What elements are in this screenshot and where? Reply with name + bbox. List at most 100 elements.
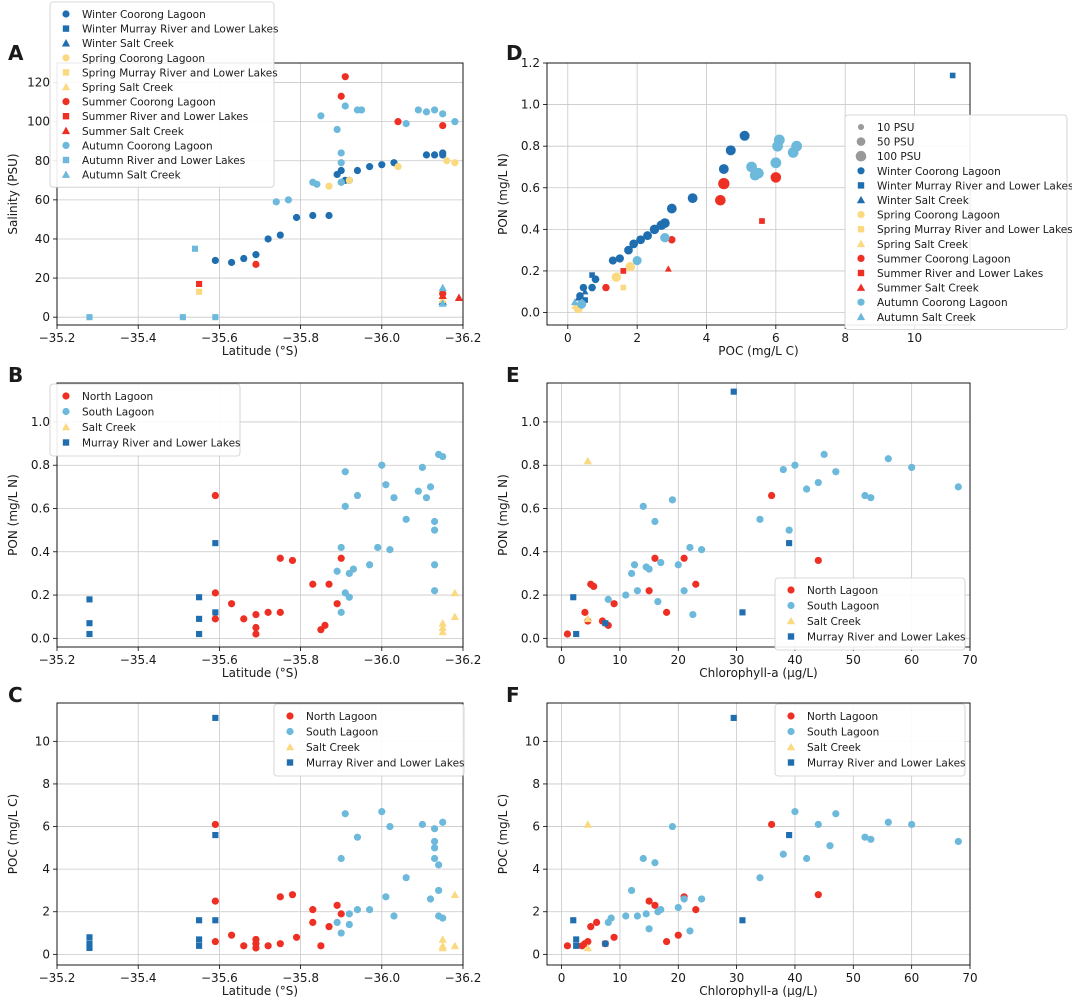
data-point bbox=[196, 630, 203, 638]
x-axis-label: Chlorophyll-a (µg/L) bbox=[699, 984, 818, 997]
legend-label: Summer Salt Creek bbox=[82, 126, 185, 138]
legend-label: Winter Coorong Lagoon bbox=[877, 166, 1001, 178]
data-point bbox=[227, 600, 236, 608]
data-point bbox=[563, 630, 572, 638]
data-point bbox=[211, 491, 219, 500]
data-point bbox=[786, 832, 793, 839]
data-point bbox=[770, 157, 782, 169]
data-point bbox=[680, 554, 688, 562]
data-point bbox=[86, 596, 93, 603]
data-point bbox=[325, 580, 333, 588]
data-point bbox=[435, 861, 443, 869]
data-point bbox=[439, 914, 447, 922]
data-point bbox=[337, 166, 345, 175]
data-point bbox=[212, 540, 219, 547]
x-tick-label: 50 bbox=[846, 971, 861, 985]
panel-e: E 0 10 20 30 40 50 60 70 0.0 0.2 0.4 0.6 0.8 1.0 Chloro… bbox=[496, 363, 978, 680]
legend-label: Spring Salt Creek bbox=[877, 239, 969, 251]
data-point bbox=[426, 895, 435, 903]
data-point bbox=[680, 895, 688, 903]
data-point bbox=[725, 145, 736, 156]
panel-label-a: A bbox=[8, 41, 24, 65]
data-point bbox=[321, 621, 329, 629]
data-point bbox=[629, 239, 639, 249]
y-tick-label: 0.8 bbox=[31, 458, 50, 472]
legend-marker bbox=[285, 742, 295, 751]
y-tick-label: 60 bbox=[35, 193, 50, 207]
legend: North Lagoon South Lagoon Salt Creek Murray… bbox=[273, 703, 465, 777]
data-point bbox=[337, 608, 345, 616]
legend-size-label: 50 PSU bbox=[877, 137, 914, 149]
data-point bbox=[450, 612, 460, 621]
data-point bbox=[628, 886, 636, 895]
legend: North Lagoon South Lagoon Salt Creek Murray… bbox=[774, 577, 966, 651]
data-point bbox=[438, 619, 447, 627]
data-point bbox=[292, 933, 301, 941]
x-tick-label: 40 bbox=[787, 971, 802, 985]
data-point bbox=[276, 608, 284, 616]
data-point bbox=[698, 546, 706, 554]
data-point bbox=[718, 164, 729, 174]
data-point bbox=[686, 927, 694, 935]
data-point bbox=[309, 580, 317, 588]
legend-marker bbox=[856, 283, 866, 291]
data-point bbox=[657, 906, 665, 914]
data-point bbox=[333, 918, 341, 926]
data-point bbox=[212, 917, 219, 924]
data-points bbox=[563, 714, 962, 952]
y-axis-label: PON (mg/L N) bbox=[496, 474, 510, 556]
y-tick-label: 0.2 bbox=[31, 588, 50, 602]
legend-marker bbox=[857, 182, 865, 189]
data-point bbox=[610, 600, 618, 608]
data-point bbox=[309, 211, 317, 220]
legend-size-label: 100 PSU bbox=[877, 151, 921, 163]
legend-marker bbox=[61, 126, 71, 135]
data-point bbox=[196, 280, 203, 288]
data-point bbox=[337, 543, 345, 552]
y-tick-label: 4 bbox=[532, 862, 540, 876]
legend-label: Summer Coorong Lagoon bbox=[82, 97, 216, 109]
data-point bbox=[337, 854, 345, 863]
y-axis-label: POC (mg/L C) bbox=[6, 794, 20, 874]
data-point bbox=[276, 554, 284, 562]
data-point bbox=[820, 450, 828, 459]
x-tick-label: 30 bbox=[729, 653, 744, 667]
x-tick-label: −35.8 bbox=[282, 971, 319, 985]
legend-label: Spring Coorong Lagoon bbox=[877, 210, 1000, 222]
data-point bbox=[581, 288, 589, 295]
data-point bbox=[430, 587, 439, 595]
legend-label: Murray River and Lower Lakes bbox=[306, 758, 465, 770]
data-point bbox=[660, 218, 670, 228]
data-point bbox=[639, 502, 647, 510]
data-point bbox=[861, 833, 869, 841]
data-point bbox=[687, 193, 698, 204]
legend: Winter Coorong Lagoon Winter Murray River… bbox=[49, 1, 278, 188]
legend-label: Winter Murray River and Lower Lakes bbox=[82, 24, 278, 36]
data-point bbox=[592, 918, 601, 926]
data-point bbox=[382, 893, 390, 901]
data-point bbox=[624, 245, 633, 255]
panel-label-c: C bbox=[8, 683, 23, 707]
legend-marker bbox=[856, 195, 866, 204]
y-tick-label: 100 bbox=[27, 115, 50, 129]
x-tick-label: 0 bbox=[558, 653, 566, 667]
data-point bbox=[353, 491, 362, 500]
x-tick-label: −36.0 bbox=[363, 653, 400, 667]
plot-frame bbox=[56, 702, 464, 966]
x-tick-label: −35.8 bbox=[282, 331, 319, 345]
data-point bbox=[645, 897, 653, 905]
data-point bbox=[309, 906, 317, 914]
y-tick-label: 1.0 bbox=[521, 415, 540, 429]
y-tick-label: 0.0 bbox=[521, 631, 540, 645]
data-points bbox=[86, 73, 463, 321]
legend-label: Summer River and Lower Lakes bbox=[82, 111, 248, 123]
panel-label-f: F bbox=[506, 683, 520, 707]
y-axis-label: POC (mg/L C) bbox=[496, 794, 510, 874]
data-point bbox=[240, 254, 248, 263]
y-tick-label: 2 bbox=[532, 905, 540, 919]
legend-label: North Lagoon bbox=[306, 711, 377, 723]
data-point bbox=[394, 163, 402, 171]
data-point bbox=[86, 940, 93, 947]
data-point bbox=[284, 196, 293, 204]
data-point bbox=[390, 494, 398, 502]
